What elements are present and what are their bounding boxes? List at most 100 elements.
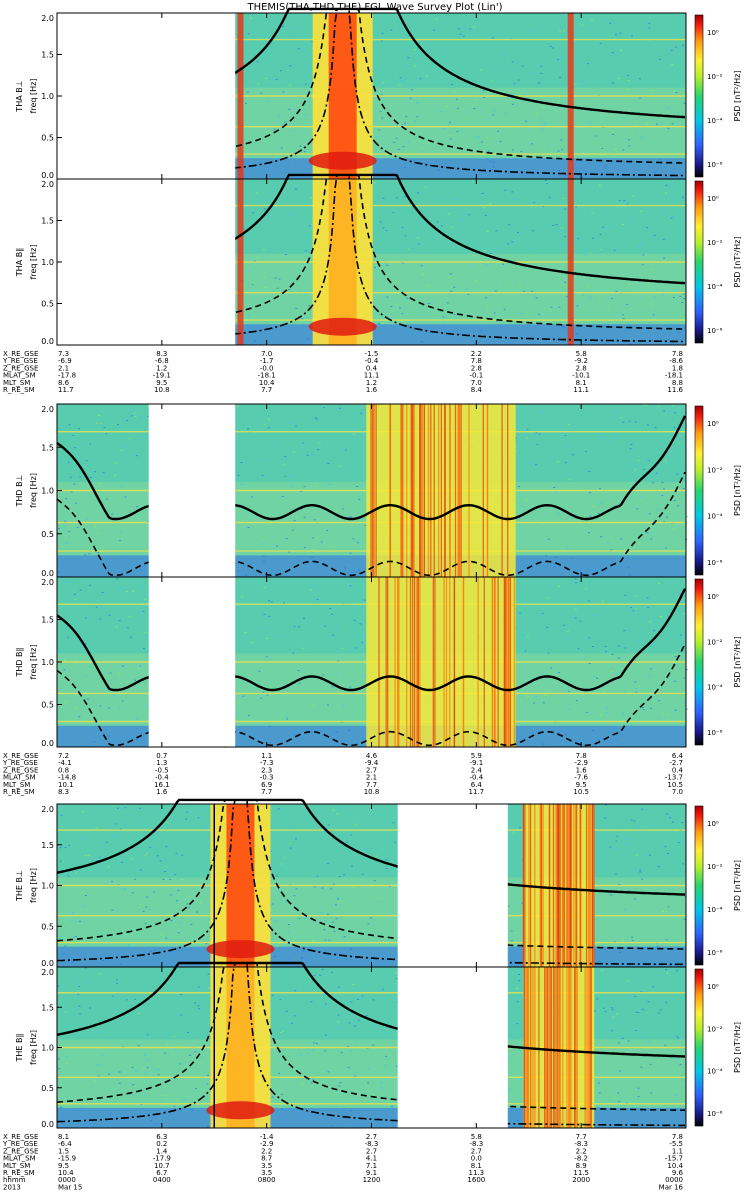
spectrogram-pixel — [371, 885, 374, 887]
spectrogram-pixel — [667, 714, 670, 716]
spectrogram-pixel — [63, 669, 66, 671]
spectrogram-pixel — [293, 1015, 296, 1017]
spectrogram-pixel — [403, 196, 406, 198]
colorbar-tick-label: 10⁰ — [707, 983, 719, 991]
spectrogram-pixel — [672, 528, 675, 530]
spectrogram-pixel — [683, 701, 686, 703]
spectrogram-pixel — [650, 538, 653, 540]
spectrogram-pixel — [385, 1055, 388, 1057]
spectrogram-pixel — [642, 532, 645, 534]
ephemeris-value: 1.1 — [672, 1147, 683, 1155]
spectrogram-pixel — [349, 585, 352, 587]
spectrogram-pixel — [641, 707, 644, 708]
spectrogram-pixel — [112, 995, 115, 997]
spectrogram-pixel — [456, 107, 459, 109]
spectrogram-pixel — [636, 508, 639, 510]
spectrogram-pixel — [661, 294, 664, 296]
spectrogram-pixel — [190, 923, 193, 925]
ephemeris-value: 2.4 — [471, 766, 483, 774]
spectrogram-pixel — [143, 632, 146, 634]
spectrogram-pixel — [128, 438, 131, 440]
spectrogram-pixel — [492, 110, 495, 112]
spectrogram-pixel — [547, 597, 550, 599]
colorbar-tick-label: 10⁻⁶ — [707, 327, 723, 335]
ephemeris-value: 2.1 — [366, 774, 377, 782]
spectrogram-pixel — [673, 680, 676, 682]
spectrogram-pixel — [634, 681, 637, 683]
spectrogram-pixel — [377, 323, 380, 325]
spectrogram-pixel — [486, 230, 489, 232]
spectrogram-pixel — [85, 617, 87, 619]
spectrogram-pixel — [394, 841, 396, 843]
spectrogram-pixel — [681, 47, 684, 49]
spectrogram-pixel — [206, 1074, 209, 1076]
spectrogram-pixel — [117, 588, 120, 590]
spectrogram-pixel — [288, 108, 291, 110]
spectrogram-pixel — [559, 76, 562, 78]
ephemeris-value: 3.5 — [261, 1169, 272, 1177]
spectrogram-pixel — [676, 505, 679, 507]
ephemeris-row-label: R_RE_SM — [3, 1169, 35, 1177]
spectrogram-pixel — [410, 89, 413, 91]
spectrogram-pixel — [207, 973, 210, 975]
spectrogram-pixel — [449, 138, 452, 140]
spectrogram-pixel — [594, 135, 597, 137]
spectrogram-pixel — [146, 1067, 149, 1069]
core-lobe — [308, 151, 377, 170]
spectrogram-pixel — [395, 978, 398, 980]
spectrogram-pixel — [304, 293, 307, 295]
spectrogram-pixel — [417, 192, 419, 194]
spectrogram-pixel — [642, 1036, 645, 1038]
spectrogram-pixel — [372, 1025, 375, 1027]
spectrogram-pixel — [379, 221, 382, 223]
spectrogram-pixel — [156, 855, 159, 857]
spectrogram-pixel — [632, 610, 635, 612]
spectrogram-pixel — [648, 695, 651, 697]
ephemeris-value: 2.7 — [366, 1147, 377, 1155]
spectrogram-pixel — [676, 111, 679, 113]
spectrogram-pixel — [672, 215, 675, 217]
spectrogram-pixel — [552, 224, 555, 226]
y-tick-label: 1.5 — [41, 443, 54, 452]
spectrogram-pixel — [599, 248, 602, 250]
spectrogram-pixel — [618, 1042, 621, 1044]
spectrogram-pixel — [385, 868, 388, 869]
spectrogram-pixel — [310, 203, 313, 205]
spectrogram-pixel — [64, 581, 67, 583]
ephemeris-value: Mar 16 — [659, 1183, 684, 1191]
spectrogram-pixel — [256, 257, 259, 259]
spectrogram-pixel — [648, 513, 651, 515]
spectrogram-pixel — [111, 909, 114, 911]
spectrogram-pixel — [282, 26, 284, 28]
spectrogram-pixel — [306, 454, 309, 456]
ephemeris-value: 0400 — [153, 1176, 171, 1184]
spectrogram-pixel — [364, 1099, 367, 1101]
spectrogram-pixel — [567, 446, 570, 448]
spectrogram-pixel — [599, 713, 602, 715]
spectrogram-pixel — [97, 1064, 99, 1066]
spectrogram-pixel — [145, 853, 148, 854]
spectrogram-pixel — [654, 296, 657, 298]
spectrogram-pixel — [432, 29, 435, 31]
spectrogram-pixel — [600, 536, 603, 538]
spectrogram-pixel — [571, 454, 574, 456]
spectrogram-pixel — [630, 819, 633, 821]
ephemeris-value: 0000 — [58, 1176, 76, 1184]
spectrogram-pixel — [294, 503, 297, 505]
spectrogram-pixel — [360, 412, 363, 414]
spectrogram-pixel — [96, 532, 99, 534]
spectrogram-pixel — [452, 90, 455, 92]
ephemeris-value: 11.5 — [573, 1169, 589, 1177]
spectrogram-pixel — [670, 439, 673, 441]
spectrogram-pixel — [81, 891, 84, 893]
spectrogram-pixel — [565, 548, 568, 549]
spectrogram-pixel — [676, 473, 679, 475]
spectrogram-pixel — [69, 476, 72, 478]
spectrogram-pixel — [682, 863, 685, 865]
spectrogram-pixel — [657, 406, 660, 408]
spectrogram-pixel — [76, 689, 79, 691]
ephemeris-value: 10.1 — [58, 781, 74, 789]
spectrogram-pixel — [621, 224, 624, 225]
spectrogram-pixel — [540, 65, 543, 67]
spectrogram-pixel — [289, 423, 292, 425]
